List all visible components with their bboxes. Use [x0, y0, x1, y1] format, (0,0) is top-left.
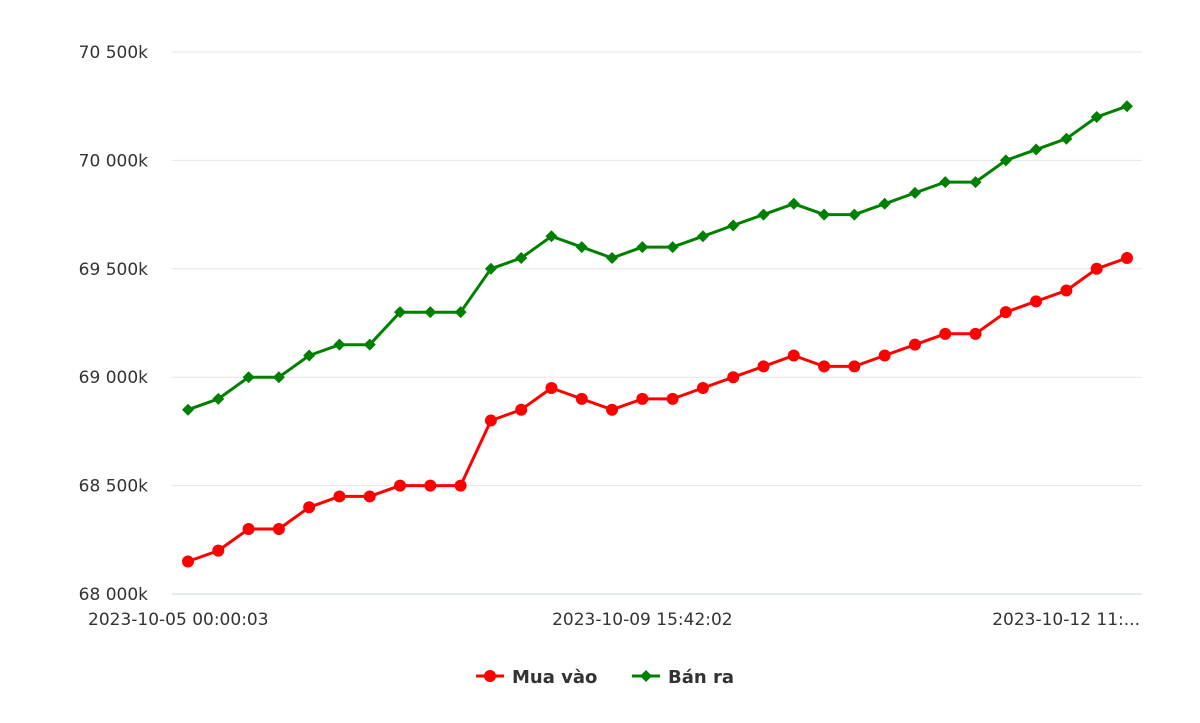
data-point	[1060, 284, 1073, 297]
data-point	[484, 262, 497, 275]
data-point	[394, 479, 407, 492]
series-ban-ra	[182, 100, 1133, 416]
data-point	[1030, 143, 1043, 156]
legend[interactable]: Mua vào Bán ra	[476, 667, 734, 688]
legend-label: Bán ra	[668, 667, 734, 688]
data-point	[606, 403, 619, 416]
data-point	[1060, 132, 1073, 145]
data-point	[424, 479, 437, 492]
series-group	[182, 100, 1133, 568]
data-point	[515, 251, 528, 264]
data-point	[787, 349, 800, 362]
data-point	[545, 230, 558, 243]
data-point	[1090, 111, 1103, 124]
data-point	[666, 392, 679, 405]
data-point	[636, 392, 649, 405]
y-tick-label: 68 500k	[79, 477, 148, 497]
data-point	[878, 197, 891, 210]
data-point	[939, 176, 952, 189]
data-point	[212, 544, 225, 557]
data-point	[757, 360, 770, 373]
data-point	[848, 360, 861, 373]
x-tick-label: 2023-10-12 11:...	[992, 610, 1140, 630]
data-point	[908, 186, 921, 199]
series-mua-vao	[182, 251, 1133, 568]
data-point	[333, 490, 346, 503]
data-point	[515, 403, 528, 416]
data-point	[878, 349, 891, 362]
data-point	[394, 306, 407, 319]
y-axis: 68 000k 68 500k 69 000k 69 500k 70 000k 70 50…	[79, 43, 148, 605]
data-point	[666, 241, 679, 254]
y-tick-label: 70 000k	[79, 151, 148, 171]
data-point	[999, 306, 1012, 319]
x-axis: 2023-10-05 00:00:03 2023-10-09 15:42:02 20…	[88, 593, 1142, 630]
data-point	[242, 371, 255, 384]
data-point	[454, 479, 467, 492]
data-point	[696, 382, 709, 395]
data-point	[939, 327, 952, 340]
legend-item-mua-vao[interactable]: Mua vào	[476, 667, 597, 688]
data-point	[1090, 262, 1103, 275]
data-point	[757, 208, 770, 221]
series-line	[186, 104, 1129, 412]
data-point	[212, 392, 225, 405]
x-tick-label: 2023-10-05 00:00:03	[88, 610, 269, 630]
data-point	[272, 371, 285, 384]
legend-label: Mua vào	[512, 667, 597, 688]
data-point	[636, 241, 649, 254]
data-point	[727, 219, 740, 232]
data-point	[575, 392, 588, 405]
data-point	[333, 338, 346, 351]
data-point	[545, 382, 558, 395]
data-point	[727, 371, 740, 384]
legend-marker-diamond-icon	[640, 670, 652, 682]
y-tick-label: 69 000k	[79, 368, 148, 388]
data-point	[818, 360, 831, 373]
data-point	[999, 154, 1012, 167]
data-point	[1121, 251, 1133, 264]
data-point	[424, 306, 437, 319]
data-point	[272, 522, 285, 535]
data-point	[303, 501, 316, 514]
data-point	[484, 414, 497, 427]
data-point	[242, 522, 255, 535]
series-line	[186, 256, 1129, 563]
data-point	[969, 176, 982, 189]
data-point	[363, 338, 376, 351]
data-point	[606, 251, 619, 264]
data-point	[575, 241, 588, 254]
data-point	[696, 230, 709, 243]
data-point	[1121, 100, 1133, 113]
grid-lines	[172, 51, 1142, 487]
data-point	[303, 349, 316, 362]
y-tick-label: 68 000k	[79, 585, 148, 605]
data-point	[908, 338, 921, 351]
legend-marker-circle-icon	[484, 670, 496, 682]
legend-item-ban-ra[interactable]: Bán ra	[632, 667, 734, 688]
data-point	[182, 555, 194, 568]
y-tick-label: 70 500k	[79, 43, 148, 63]
x-tick-label: 2023-10-09 15:42:02	[552, 610, 733, 630]
y-tick-label: 69 500k	[79, 260, 148, 280]
data-point	[969, 327, 982, 340]
data-point	[1030, 295, 1043, 308]
data-point	[454, 306, 467, 319]
data-point	[182, 403, 194, 416]
data-point	[787, 197, 800, 210]
data-point	[363, 490, 376, 503]
data-point	[818, 208, 831, 221]
data-point	[848, 208, 861, 221]
